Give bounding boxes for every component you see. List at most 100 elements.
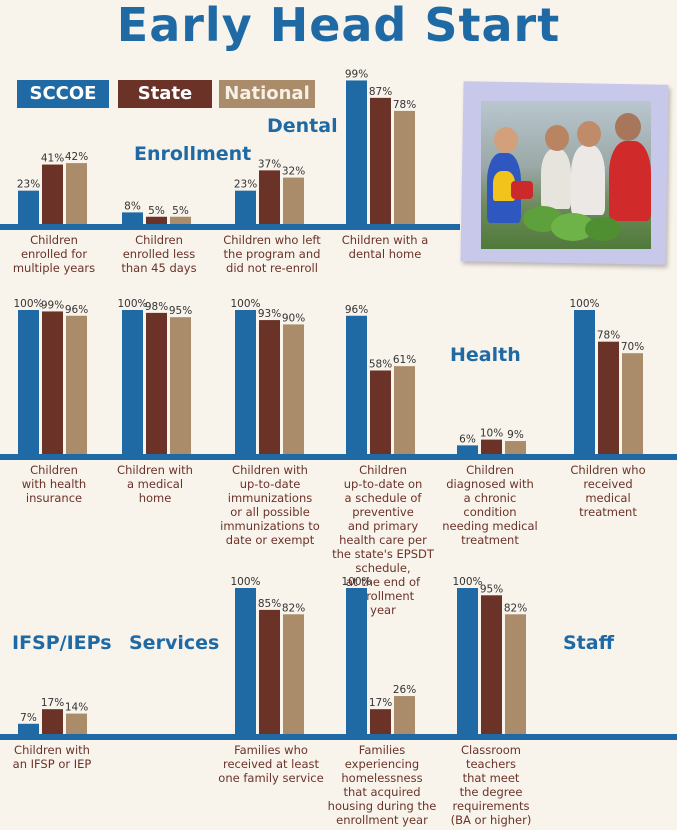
category-label: Children with xyxy=(232,463,308,477)
category-label: up-to-date on xyxy=(344,477,423,491)
bar-state xyxy=(259,609,280,734)
section-ifsp: IFSP/IEPs xyxy=(12,632,112,654)
bar-value-label: 99% xyxy=(345,68,368,80)
bar-value-label: 82% xyxy=(504,602,527,614)
bar-value-label: 23% xyxy=(234,179,257,191)
category-label: the program and xyxy=(224,247,321,261)
category-label: did not re-enroll xyxy=(226,261,318,275)
bar-state xyxy=(259,320,280,454)
bar-value-label: 6% xyxy=(459,433,476,445)
bar-state xyxy=(481,595,502,734)
bar-sccoe xyxy=(122,212,143,224)
bar-value-label: 85% xyxy=(258,598,281,610)
bar-value-label: 96% xyxy=(65,304,88,316)
bar-value-label: 9% xyxy=(507,429,524,441)
category-label: Children xyxy=(466,463,514,477)
bar-value-label: 100% xyxy=(117,298,147,310)
bar-sccoe xyxy=(122,310,143,454)
category-label: multiple years xyxy=(13,261,95,275)
category-label: an IFSP or IEP xyxy=(13,757,92,771)
legend-state: State xyxy=(118,80,212,108)
category-label: enrollment year xyxy=(336,813,428,827)
bar-value-label: 5% xyxy=(172,205,189,217)
bar-value-label: 58% xyxy=(369,358,392,370)
bar-value-label: 61% xyxy=(393,354,416,366)
bar-national xyxy=(170,216,191,224)
bar-value-label: 78% xyxy=(597,330,620,342)
bar-sccoe xyxy=(18,310,39,454)
category-label: or all possible xyxy=(230,505,310,519)
category-label: dental home xyxy=(349,247,422,261)
bar-state xyxy=(259,170,280,224)
category-label: Classroom xyxy=(461,743,521,757)
bar-value-label: 70% xyxy=(621,341,644,353)
category-label: date or exempt xyxy=(226,533,315,547)
category-label: Children xyxy=(30,233,78,247)
category-label: received xyxy=(583,477,632,491)
bar-sccoe xyxy=(346,315,367,454)
bar-state xyxy=(370,709,391,734)
axis-bar-1 xyxy=(0,224,460,230)
bar-state xyxy=(598,341,619,454)
bar-value-label: 7% xyxy=(20,712,37,724)
category-label: schedule, xyxy=(355,561,410,575)
category-label: and primary xyxy=(348,519,418,533)
category-label: health care per xyxy=(339,533,427,547)
bar-value-label: 90% xyxy=(282,312,305,324)
bar-sccoe xyxy=(235,190,256,224)
category-label: Children with xyxy=(117,463,193,477)
bar-state xyxy=(146,312,167,454)
category-label: that meet xyxy=(463,771,520,785)
axis-bar-2 xyxy=(0,454,677,460)
bar-sccoe xyxy=(574,310,595,454)
category-label: than 45 days xyxy=(121,261,196,275)
category-label: immunizations xyxy=(228,491,312,505)
bar-value-label: 17% xyxy=(369,697,392,709)
category-label: diagnosed with xyxy=(446,477,534,491)
bar-value-label: 78% xyxy=(393,99,416,111)
bar-value-label: 37% xyxy=(258,158,281,170)
bar-value-label: 100% xyxy=(230,298,260,310)
category-label: treatment xyxy=(579,505,637,519)
category-label: teachers xyxy=(466,757,516,771)
bar-value-label: 100% xyxy=(569,298,599,310)
bar-value-label: 96% xyxy=(345,304,368,316)
legend-sccoe: SCCOE xyxy=(17,80,109,108)
bar-value-label: 87% xyxy=(369,86,392,98)
category-label: a medical xyxy=(127,477,183,491)
category-label: Children with a xyxy=(342,233,429,247)
category-label: (BA or higher) xyxy=(451,813,532,827)
category-label: insurance xyxy=(26,491,82,505)
bar-national xyxy=(170,317,191,454)
section-dental: Dental xyxy=(267,115,338,137)
bar-sccoe xyxy=(346,588,367,734)
category-label: Children xyxy=(135,233,183,247)
bar-value-label: 17% xyxy=(41,697,64,709)
bar-national xyxy=(622,353,643,454)
page-title: Early Head Start xyxy=(116,0,561,52)
bar-national xyxy=(66,163,87,224)
bar-sccoe xyxy=(457,445,478,454)
category-label: experiencing xyxy=(345,757,419,771)
category-label: Children with xyxy=(14,743,90,757)
category-label: year xyxy=(370,603,396,617)
bar-value-label: 23% xyxy=(17,179,40,191)
bar-value-label: 98% xyxy=(145,301,168,313)
bar-value-label: 100% xyxy=(230,576,260,588)
bar-state xyxy=(42,311,63,454)
bar-value-label: 42% xyxy=(65,151,88,163)
bar-state xyxy=(481,439,502,454)
category-label: homelessness xyxy=(341,771,422,785)
bar-value-label: 95% xyxy=(480,583,503,595)
category-label: enrolled less xyxy=(123,247,196,261)
category-label: at the end of xyxy=(346,575,421,589)
bar-national xyxy=(394,366,415,454)
bar-national xyxy=(505,441,526,454)
bar-national xyxy=(66,315,87,454)
bar-value-label: 99% xyxy=(41,299,64,311)
classroom-garden-photo xyxy=(481,101,651,249)
bar-sccoe xyxy=(235,588,256,734)
bar-state xyxy=(370,97,391,224)
